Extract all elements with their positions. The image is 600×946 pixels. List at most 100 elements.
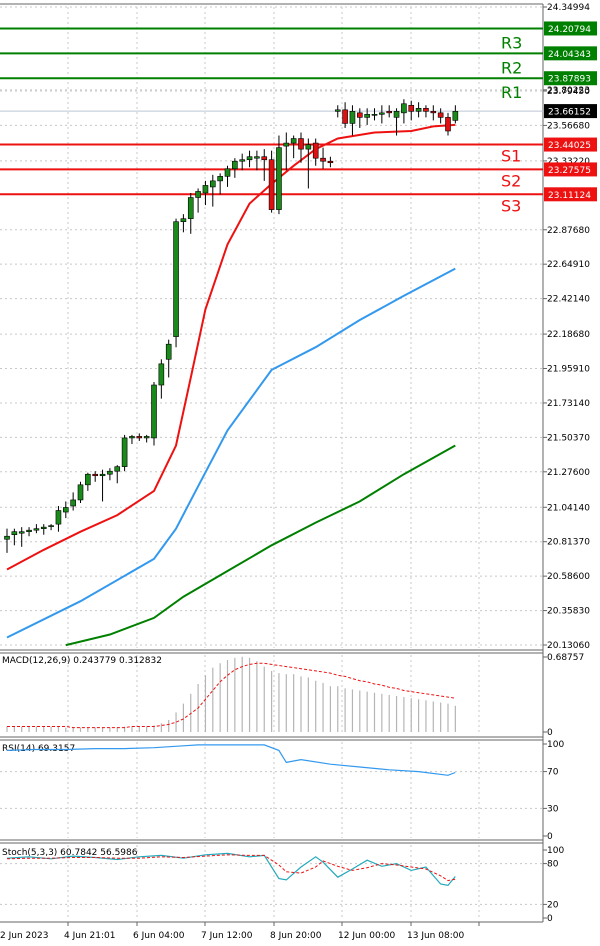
candle-bullish (55, 510, 62, 525)
candle-bullish (165, 343, 172, 360)
price-tick-label: 23.79450 (547, 87, 590, 97)
candle-bearish (342, 109, 348, 124)
level-badge-s1 (544, 137, 597, 152)
candle-bullish (26, 529, 32, 532)
level-name-s1: S1 (501, 147, 521, 166)
price-tick-label: 22.18680 (547, 330, 590, 340)
candle-bullish (85, 473, 91, 486)
time-label: 12 Jun 00:00 (338, 931, 395, 941)
candle-bullish (62, 507, 69, 513)
candle-bullish (202, 185, 209, 194)
candle-bearish (445, 117, 451, 132)
candle-bullish (180, 218, 187, 223)
macd-tick-label: 0 (547, 728, 553, 738)
candle-bullish (401, 103, 407, 114)
level-name-r2: R2 (501, 58, 522, 77)
candle-bearish (327, 160, 334, 164)
price-tick-label: 21.95910 (547, 365, 590, 375)
candle-bullish (290, 138, 297, 144)
support-resistance-levels: R3 R2 R1 S1 S2 S3 (0, 27, 543, 215)
stoch-label: Stoch(5,3,3) 60.7842 56.5986 (2, 848, 138, 858)
candle-bullish (151, 384, 157, 439)
candle-bearish (312, 142, 319, 159)
level-value-s1: 23.44025 (548, 141, 591, 151)
price-tick-label: 20.13060 (547, 641, 590, 651)
candle-bullish (254, 156, 260, 159)
candle-bullish (129, 436, 135, 439)
price-tick-label: 20.35830 (547, 607, 590, 617)
candle-bullish (246, 156, 253, 161)
candle-bullish (143, 436, 150, 439)
price-tick-label: 21.50370 (547, 433, 590, 443)
price-tick-label: 21.04140 (547, 503, 590, 513)
candle-bearish (430, 111, 437, 114)
candle-bullish (48, 525, 54, 527)
stoch-panel: Stoch(5,3,3) 60.7842 56.5986 100 80 20 0 (0, 846, 564, 924)
candle-bearish (298, 138, 304, 150)
price-tick-label: 24.34994 (547, 3, 590, 13)
price-tick-label: 21.27600 (547, 468, 590, 478)
level-value-r2: 24.04343 (548, 50, 591, 60)
candle-bullish (452, 111, 459, 121)
price-tick-label: 22.42140 (547, 295, 590, 305)
candle-bullish (11, 531, 18, 536)
stoch-tick-label: 20 (547, 900, 559, 910)
level-badge-r1 (544, 71, 597, 86)
level-name-r3: R3 (501, 33, 522, 52)
current-price-label: 23.66152 (548, 108, 591, 118)
rsi-tick-label: 30 (547, 804, 559, 814)
candle-bearish (268, 159, 275, 210)
candle-bullish (334, 109, 341, 112)
time-label: 8 Jun 20:00 (270, 931, 322, 941)
price-tick-label: 20.81370 (547, 538, 590, 548)
rsi-tick-label: 100 (547, 740, 564, 750)
level-value-s2: 23.27575 (548, 166, 591, 176)
current-price-badge (544, 104, 597, 119)
candle-bearish (92, 473, 98, 477)
price-tick-label: 23.80223 (547, 86, 590, 96)
candle-bullish (18, 531, 25, 534)
candle-bearish (356, 112, 363, 118)
time-axis: 2 Jun 2023 4 Jun 21:01 6 Jun 04:00 7 Jun 12… (0, 922, 480, 941)
candle-bullish (158, 363, 165, 386)
price-tick-label: 20.58600 (547, 572, 590, 582)
candle-bullish (99, 473, 106, 477)
candle-bullish (210, 180, 216, 188)
candle-bullish (283, 142, 290, 147)
candle-bullish (121, 437, 128, 467)
time-label: 7 Jun 12:00 (201, 931, 253, 941)
candle-bullish (4, 535, 10, 540)
level-value-s3: 23.11124 (548, 191, 591, 201)
time-label: 6 Jun 04:00 (133, 931, 185, 941)
candle-bullish (107, 470, 113, 475)
candle-bullish (415, 108, 422, 112)
candle-bullish (276, 147, 282, 210)
level-value-r3: 24.20794 (548, 25, 591, 35)
price-tick-label: 22.64910 (547, 260, 590, 270)
moving-average-line-3 (65, 444, 456, 647)
moving-average-line-2 (6, 267, 456, 639)
candle-bullish (224, 168, 231, 177)
candle-bearish (320, 157, 326, 162)
rsi-tick-label: 70 (547, 768, 559, 778)
stoch-tick-label: 80 (547, 860, 559, 870)
time-label: 13 Jun 08:00 (407, 931, 464, 941)
candle-bullish (393, 111, 400, 118)
stoch-k-line (6, 852, 456, 887)
price-tick-label: 23.56680 (547, 121, 590, 131)
candle-bullish (114, 466, 121, 472)
candle-bullish (187, 197, 194, 219)
time-label: 4 Jun 21:01 (64, 931, 115, 941)
candle-bearish (136, 436, 143, 439)
candle-bullish (232, 160, 238, 170)
level-name-s2: S2 (501, 171, 521, 190)
moving-averages (6, 123, 456, 647)
candle-bearish (423, 108, 429, 112)
price-grid (0, 6, 543, 920)
panel-frames (0, 3, 544, 923)
candle-bullish (371, 114, 378, 116)
candle-bullish (173, 221, 179, 337)
